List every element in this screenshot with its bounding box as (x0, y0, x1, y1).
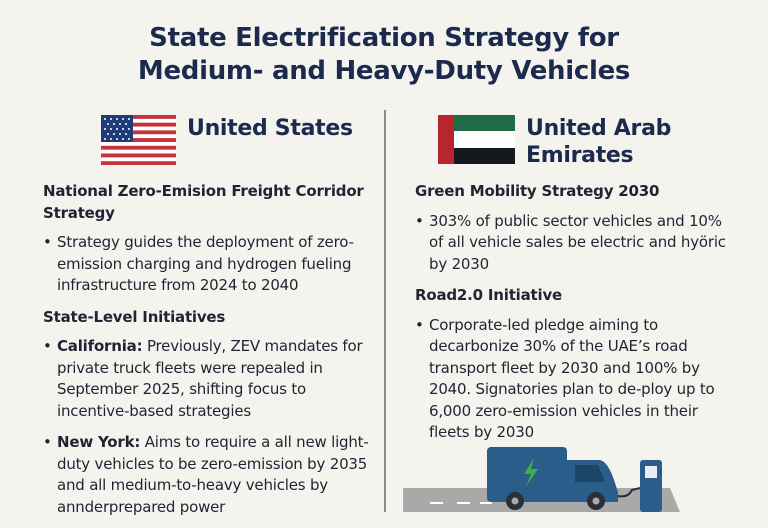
country-line-2: Emirates (526, 143, 634, 168)
charging-station-icon (640, 460, 662, 512)
uae-section-heading: Green Mobility Strategy 2030 (415, 182, 660, 200)
uae-column: Green Mobility Strategy 2030 303% of pub… (415, 181, 735, 454)
uae-flag-icon (438, 115, 515, 164)
electric-truck-illustration (403, 447, 680, 512)
bullet-text: 303% of public sector vehicles and 10% o… (429, 211, 726, 273)
charging-cable (617, 487, 641, 498)
us-bullet-new-york: New York: Aims to require a all new ligh… (43, 432, 373, 518)
us-country-name: United States (187, 116, 353, 141)
uae-bullet: 303% of public sector vehicles and 10% o… (415, 211, 735, 276)
us-flag-icon (101, 115, 176, 165)
column-divider (384, 110, 386, 512)
country-line-1: United Arab (526, 116, 672, 141)
uae-bullet: Corporate-led pledge aiming to decarboni… (415, 315, 735, 444)
bullet-lead: California: (57, 337, 143, 355)
title-line-2: Medium- and Heavy-Duty Vehicles (137, 56, 631, 86)
bullet-text: Aims to require a all new light-duty veh… (57, 433, 369, 516)
us-section-heading: National Zero-Emision Freight Corridor S… (43, 182, 364, 222)
bullet-text: Previously, ZEV mandates for private tru… (57, 337, 363, 420)
bullet-text: Corporate-led pledge aiming to decarboni… (429, 315, 715, 442)
bullet-text: Strategy guides the deployment of zero-e… (57, 233, 354, 294)
electric-truck-icon (487, 447, 618, 510)
us-section-heading: State-Level Initiatives (43, 307, 226, 326)
us-column: National Zero-Emision Freight Corridor S… (43, 181, 373, 528)
page-title: State Electrification Strategy for Mediu… (0, 22, 768, 88)
lightning-bolt-icon (524, 458, 538, 486)
bullet-lead: New York: (57, 433, 141, 451)
us-bullet-california: California: Previously, ZEV mandates for… (43, 336, 373, 422)
us-bullet: Strategy guides the deployment of zero-e… (43, 232, 373, 297)
uae-section-heading: Road2.0 Initiative (415, 286, 563, 304)
uae-country-name: United Arab Emirates (526, 115, 671, 169)
title-line-1: State Electrification Strategy for (149, 23, 619, 53)
